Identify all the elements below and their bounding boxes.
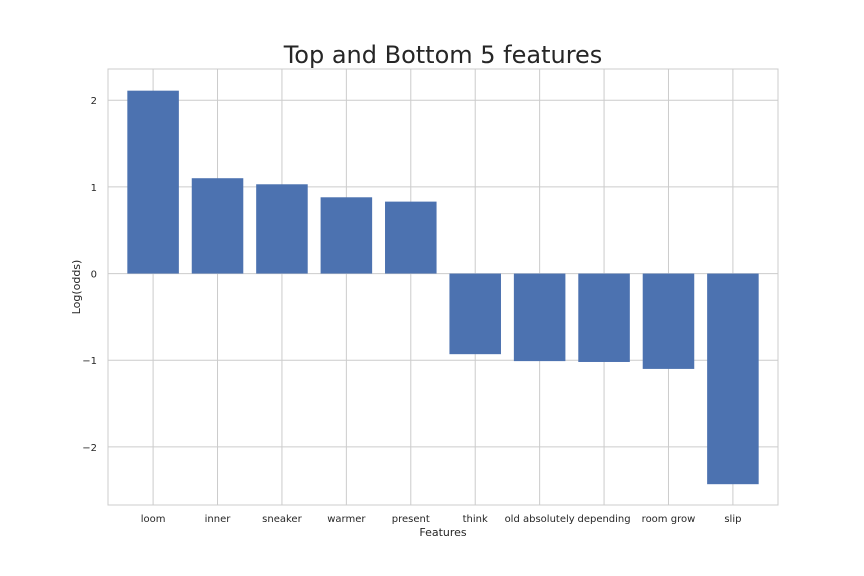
x-tick-label: inner [205,514,232,525]
y-axis-label: Log(odds) [70,260,83,315]
bar [385,201,437,274]
x-axis-label: Features [419,526,467,539]
bar [191,178,244,274]
x-tick-label: room grow [642,514,696,525]
x-tick-label: warmer [327,514,366,525]
bar [320,197,373,274]
chart-title: Top and Bottom 5 features [283,41,603,69]
x-tick-label: slip [724,514,741,525]
y-tick-labels: 2 1 0 −1 −2 [82,96,97,454]
x-tick-label: think [463,514,488,525]
y-tick-label: 1 [91,183,97,194]
y-tick-label: 2 [91,96,97,107]
x-tick-label: sneaker [262,514,302,525]
x-tick-label: loom [141,514,166,525]
x-tick-labels: loom inner sneaker warmer present think old ab… [141,514,742,525]
bar [642,273,695,369]
bar [256,184,308,274]
bars [127,90,759,485]
bar [127,90,179,274]
y-tick-label: 0 [91,270,97,281]
x-tick-label: depending [577,514,630,525]
x-tick-label: present [392,514,430,525]
bar [449,273,501,355]
x-tick-label: old absolutely [505,514,575,525]
y-tick-label: −1 [82,356,97,367]
bar [513,273,566,362]
y-tick-label: −2 [82,443,97,454]
plot-frame [107,68,779,506]
bar [707,273,759,485]
bar [578,273,630,362]
